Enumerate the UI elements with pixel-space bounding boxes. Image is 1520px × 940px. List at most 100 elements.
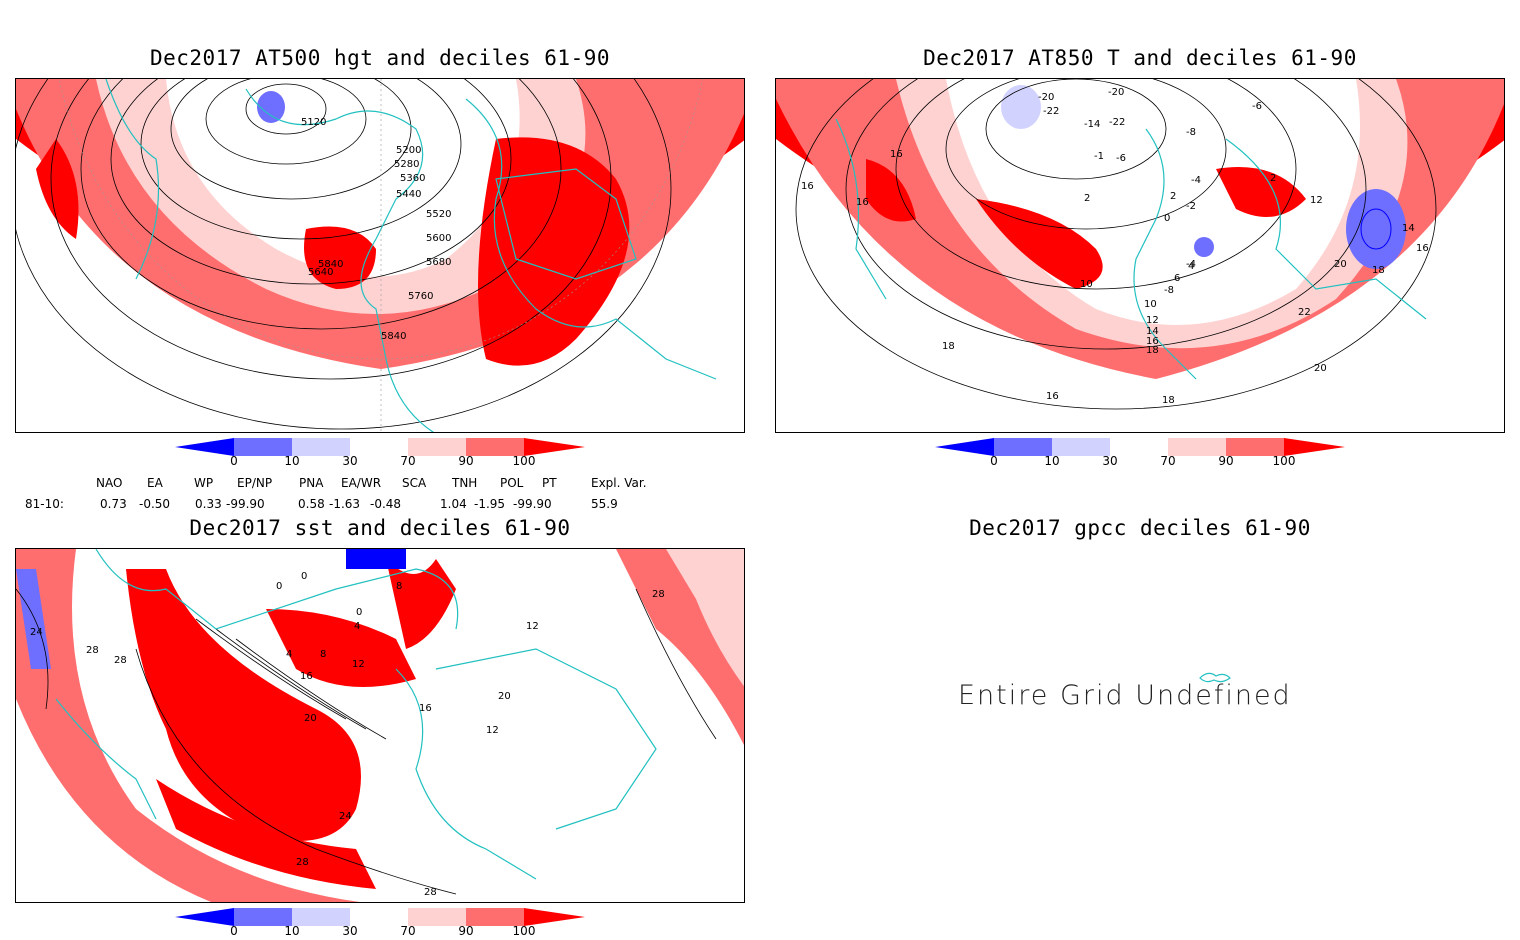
cbar-tick: 0 [230,454,238,468]
index-value: 0.33 [195,497,222,511]
hgt-contour-label: 5520 [426,209,452,220]
sst-contour-label: 16 [419,703,432,714]
index-header: WP [194,476,214,490]
index-header: POL [500,476,524,490]
cbar-tick: 30 [1102,454,1118,468]
t850-contour-label: -22 [1043,106,1060,117]
sst-contour-label: 0 [301,571,308,582]
index-value: -99.90 [513,497,552,511]
t850-contour-label: 10 [1080,279,1093,290]
index-value: -99.90 [226,497,265,511]
hgt-contour-label: 5280 [394,159,420,170]
cbar-tick: 100 [1272,454,1296,468]
sst-map-svg [16,549,744,902]
t850-contour-label: 22 [1298,307,1311,318]
index-value: -0.48 [370,497,402,511]
t850-contour-label: 16 [1146,336,1159,347]
t850-contour-label: -6 [1116,153,1126,164]
t850-contour-label: 2 [1084,193,1091,204]
index-header: SCA [402,476,427,490]
sst-contour-label: 28 [114,655,127,666]
t850-contour-label: -22 [1109,117,1126,128]
t850-contour-label: 20 [1334,259,1347,270]
hgt-colorbar: 0 10 30 70 90 100 [175,438,585,472]
sst-contour-label: 4 [286,649,293,660]
t850-contour-label: 16 [1416,243,1429,254]
sst-contour-label: 28 [86,645,99,656]
t850-contour-label: 16 [890,149,903,160]
hgt-contour-label: 5760 [408,291,434,302]
t850-map-title: Dec2017 AT850 T and deciles 61-90 [923,46,1357,70]
cbar-seg [175,438,234,456]
hgt-contour-label: 5840 [318,259,344,270]
cbar-tick: 90 [1218,454,1234,468]
index-header: PT [542,476,557,490]
t850-contour-label: 16 [1046,391,1059,402]
hgt-contour-label: 5120 [301,117,327,128]
index-header: EA/WR [341,476,382,490]
cbar-tick: 100 [512,924,536,938]
sst-map: 0 0 0 4 4 8 12 16 20 24 28 28 24 28 28 1… [15,548,745,903]
index-header: Expl. Var. [591,476,647,490]
sst-contour-label: 24 [339,811,352,822]
t850-contour-label: 2 [1170,191,1177,202]
cbar-tick: 30 [342,454,358,468]
t850-contour-label: 20 [1314,363,1327,374]
t850-contour-label: 18 [1146,345,1159,356]
sst-contour-label: 12 [486,725,499,736]
t850-contour-label: 2 [1270,173,1277,184]
t850-contour-label: -6 [1252,101,1262,112]
sst-contour-label: 20 [498,691,511,702]
index-header: PNA [299,476,324,490]
index-header: TNH [452,476,478,490]
cbar-tick: 90 [458,924,474,938]
gpcc-coastline-fragment [1199,672,1231,683]
t850-contour-label: -4 [1191,175,1201,186]
sst-contour-label: 16 [300,671,313,682]
hgt-contour-label: 5200 [396,145,422,156]
index-value: 1.04 [440,497,467,511]
sst-colorbar: 0 10 30 70 90 100 [175,908,585,938]
sst-contour-label: 24 [30,627,43,638]
cbar-tick: 70 [400,454,416,468]
sst-contour-label: 12 [526,621,539,632]
t850-contour-label: 12 [1310,195,1323,206]
cbar-tick: 70 [1160,454,1176,468]
index-value: -1.63 [329,497,361,511]
t850-contour-label: 4 [1188,261,1195,272]
t850-contour-label: -20 [1108,87,1125,98]
gpcc-undefined-message: Entire Grid Undefined [958,680,1292,711]
hgt-contour-label: 5680 [426,257,452,268]
t850-contour-label: -20 [1038,92,1055,103]
index-value: 0.73 [100,497,127,511]
index-header: EP/NP [237,476,273,490]
hgt-map-title: Dec2017 AT500 hgt and deciles 61-90 [149,46,610,70]
t850-contour-label: 12 [1146,315,1159,326]
t850-contour-label: 18 [1162,395,1175,406]
index-value: -1.95 [474,497,506,511]
t850-contour-label: 0 [1164,213,1171,224]
sst-contour-label: 4 [354,621,361,632]
t850-contour-label: 14 [1402,223,1415,234]
hgt-contour-label: 5360 [400,173,426,184]
gpcc-map-title: Dec2017 gpcc deciles 61-90 [969,516,1311,540]
hgt-contour-label: 5440 [396,189,422,200]
cbar-tick: 10 [284,454,300,468]
sst-contour-label: 20 [304,713,317,724]
sst-contour-label: 28 [296,857,309,868]
index-value: 55.9 [591,497,618,511]
sst-contour-label: 28 [652,589,665,600]
t850-contour-label: 18 [942,341,955,352]
cbar-tick: 0 [990,454,998,468]
cbar-tick: 70 [400,924,416,938]
t850-contour-label: 14 [1146,326,1159,337]
cbar-tick: 0 [230,924,238,938]
cbar-tick: 100 [512,454,536,468]
t850-contour-label: 18 [1372,265,1385,276]
cbar-tick: 10 [284,924,300,938]
cbar-tick: 90 [458,454,474,468]
sst-map-title: Dec2017 sst and deciles 61-90 [189,516,571,540]
t850-contour-label: -8 [1186,127,1196,138]
t850-map: -20 -22 -20 -6 -14 -22 -8 -1 -6 2 -4 2 1… [775,78,1505,433]
cbar-tick: 30 [342,924,358,938]
